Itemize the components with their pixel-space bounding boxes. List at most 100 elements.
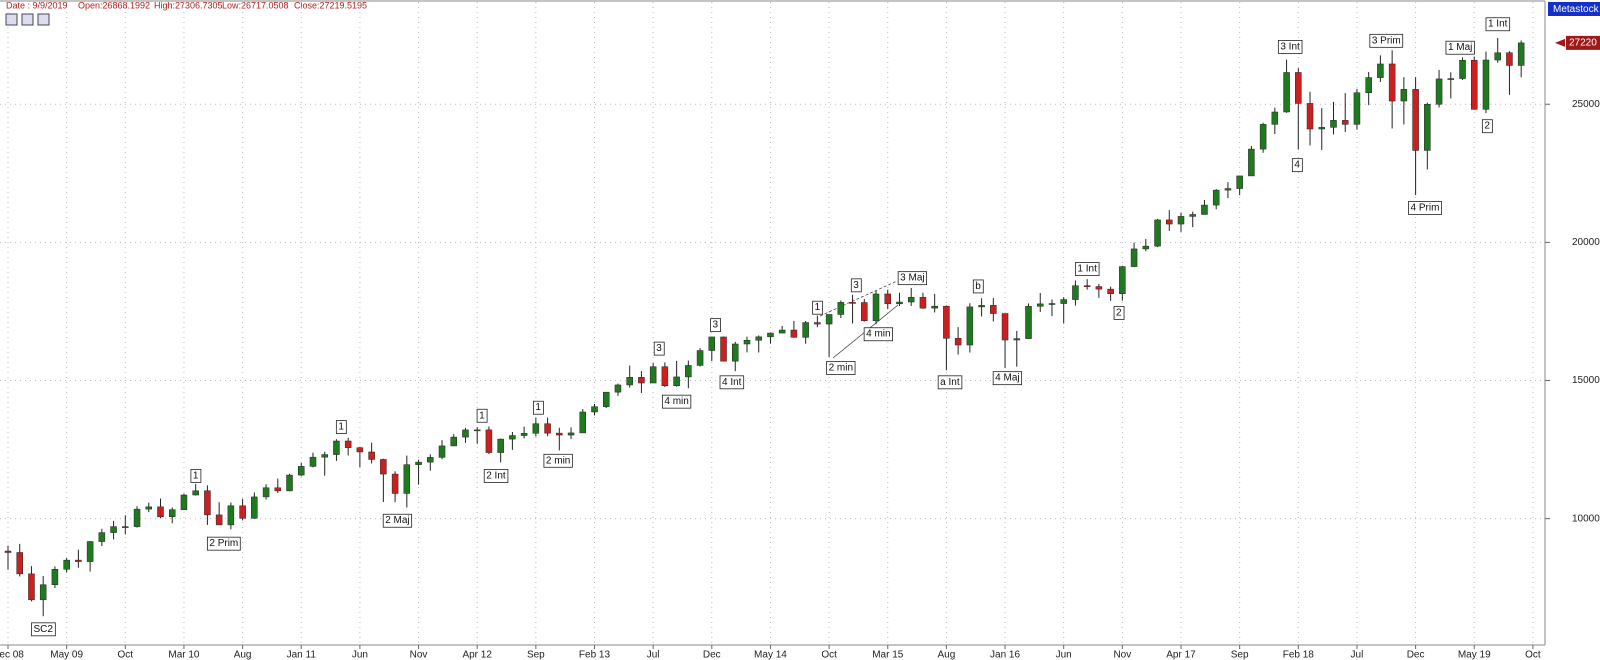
candle-body	[1072, 285, 1079, 300]
candle-body	[614, 384, 622, 393]
candle-body	[1435, 78, 1443, 105]
candle-body	[1119, 266, 1126, 294]
x-tick-label: Nov	[1113, 650, 1131, 660]
wave-label-text: 2	[1116, 307, 1122, 318]
candle-body	[872, 293, 880, 321]
candle-body	[1517, 42, 1525, 66]
wave-label-box	[1408, 201, 1442, 215]
candle-body	[450, 436, 457, 447]
header-item: Date : 9/9/2019	[6, 0, 68, 10]
wave-label-box	[1485, 17, 1511, 32]
wave-label-box	[937, 375, 963, 390]
wave-label-box	[206, 536, 241, 551]
wave-label-text: 1	[815, 302, 821, 313]
x-tick-label: Jun	[1056, 650, 1072, 660]
candle-body	[1365, 77, 1372, 94]
candle-body	[509, 435, 516, 440]
candle-body	[978, 305, 985, 308]
wave-label-box	[661, 394, 692, 409]
wave-label: 2 min	[543, 453, 573, 468]
candle-body	[1036, 303, 1044, 307]
candle-body	[837, 302, 845, 315]
wave-label-box	[483, 469, 509, 483]
wave-label-box	[1481, 119, 1493, 134]
wave-label: b	[972, 279, 984, 294]
x-tick-label: Feb 13	[579, 650, 611, 660]
candle-body	[473, 429, 481, 432]
candle-body	[39, 584, 47, 601]
icon	[21, 13, 34, 26]
x-tick-label: Feb 18	[1283, 650, 1315, 660]
candle-body	[696, 350, 704, 366]
x-tick-label: Oct	[1525, 650, 1541, 660]
wave-label-box	[543, 453, 573, 468]
wave-label-box	[719, 375, 745, 390]
wave-label: 4 Maj	[992, 371, 1023, 386]
wave-label-box	[1445, 40, 1475, 55]
wave-label: 3 Prim	[1369, 33, 1404, 48]
candle-body	[157, 506, 164, 518]
candle-body	[239, 505, 246, 519]
header-item: Low:26717.0508	[222, 0, 289, 10]
candle-body	[1083, 285, 1091, 287]
wave-label-text: 3	[656, 343, 662, 354]
candle-body	[579, 411, 587, 434]
candle-body	[1177, 216, 1185, 225]
wave-label-text: 1 Int	[1488, 19, 1508, 30]
wave-label-text: 4 Prim	[1411, 202, 1440, 213]
candle-body	[1236, 175, 1243, 189]
x-tick-label: Aug	[938, 650, 956, 660]
candle-body	[1060, 299, 1067, 304]
wave-label-text: 3 Prim	[1372, 35, 1401, 46]
wave-label-text: b	[975, 281, 981, 292]
candle-body	[356, 447, 364, 453]
wave-label: 4 min	[863, 327, 893, 342]
last-price-arrow	[1555, 38, 1565, 47]
candle-body	[626, 377, 633, 386]
x-tick-label: Jun	[352, 650, 368, 660]
candle-body	[602, 391, 610, 407]
candle-body	[1295, 72, 1302, 104]
x-tick-label: May 19	[1458, 650, 1491, 660]
wave-label-box	[992, 371, 1023, 386]
candle-body	[732, 343, 739, 362]
wave-label-text: 1 Maj	[1448, 42, 1472, 53]
candle-body	[227, 505, 235, 526]
candle-body	[98, 532, 106, 542]
toolbar-icons	[5, 13, 50, 26]
candle-body	[75, 559, 82, 562]
candle-body	[1400, 89, 1408, 102]
candle-body	[1388, 63, 1396, 102]
candle-body	[333, 440, 340, 455]
candle-body	[591, 406, 598, 413]
header-item: Open:26868.1992	[78, 0, 150, 10]
candle-body	[1001, 313, 1009, 341]
wave-label: 4 min	[661, 394, 692, 409]
wave-label-box	[335, 420, 347, 434]
trend-line	[819, 280, 898, 317]
candle-body	[168, 509, 176, 518]
wave-label: 1	[476, 408, 488, 423]
header-item: High:27306.7305	[154, 0, 223, 10]
candle-body	[661, 366, 669, 387]
candle-body	[943, 305, 950, 339]
candle-body	[1154, 219, 1161, 247]
wave-label-box	[863, 327, 893, 342]
candle-body	[1447, 78, 1455, 80]
wave-label: 2 Int	[483, 469, 509, 483]
candle-body	[802, 322, 809, 338]
candle-body	[462, 429, 469, 438]
wave-label-box	[476, 408, 488, 423]
candle-body	[1471, 59, 1478, 110]
wave-label-box	[850, 278, 862, 293]
candle-body	[1224, 188, 1232, 191]
candle-body	[427, 457, 434, 463]
candle-body	[274, 487, 282, 492]
wave-label-box	[1369, 33, 1404, 48]
candle-body	[1201, 204, 1208, 215]
candle-body	[1283, 72, 1290, 113]
candle-body	[180, 494, 188, 510]
wave-label-box	[653, 341, 665, 356]
candle-body	[1330, 120, 1337, 128]
candle-body	[215, 514, 223, 526]
